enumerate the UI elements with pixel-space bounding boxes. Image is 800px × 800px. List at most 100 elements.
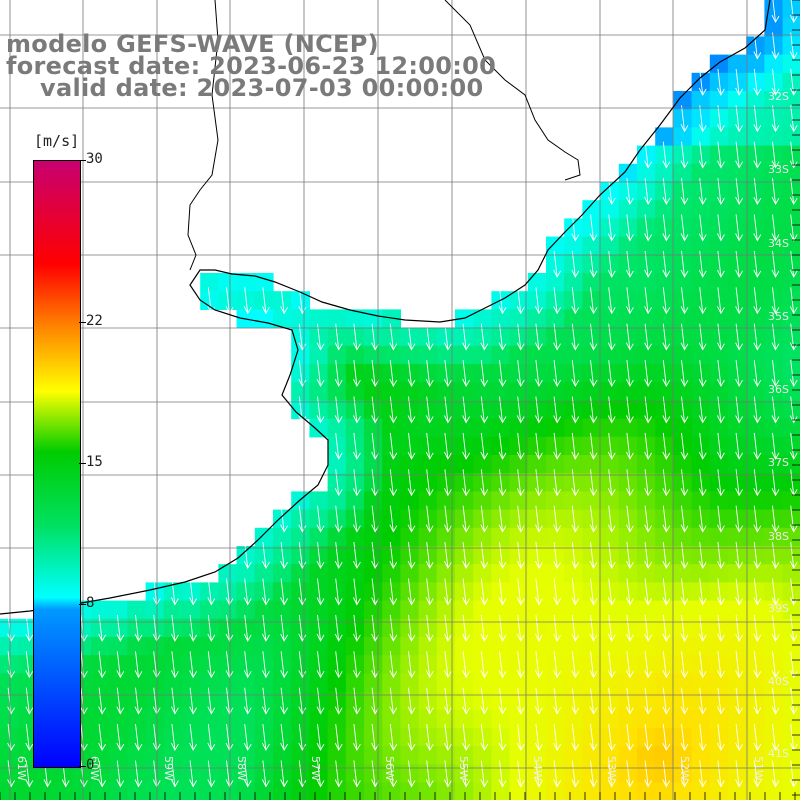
wind-cell	[327, 309, 347, 329]
wind-cell	[400, 673, 420, 693]
wind-cell	[691, 782, 711, 800]
wind-cell	[637, 491, 656, 511]
wind-cell	[163, 709, 183, 729]
wind-cell	[455, 782, 474, 800]
wind-arrow	[589, 651, 598, 679]
wind-cell	[491, 418, 511, 438]
wind-arrow	[716, 760, 725, 788]
wind-arrow	[334, 651, 343, 679]
wind-arrow	[625, 578, 634, 606]
wind-arrow	[571, 396, 580, 424]
wind-cell	[236, 564, 256, 583]
wind-arrow	[662, 396, 671, 424]
wind-cell	[600, 564, 620, 583]
wind-cell	[764, 782, 784, 800]
wind-cell	[782, 418, 800, 438]
wind-cell	[600, 600, 620, 620]
wind-cell	[546, 491, 565, 511]
wind-arrow	[389, 578, 398, 606]
wind-cell	[327, 455, 347, 474]
wind-cell	[491, 491, 511, 511]
wind-cell	[691, 236, 711, 256]
wind-cell	[764, 564, 784, 583]
longitude-label: 60W	[88, 756, 101, 781]
wind-arrow	[443, 505, 452, 533]
wind-cell	[746, 382, 765, 401]
wind-cell	[91, 600, 110, 620]
wind-cell	[145, 709, 165, 729]
wind-arrow	[425, 542, 434, 570]
wind-cell	[436, 709, 456, 729]
wind-cell	[728, 673, 747, 693]
wind-cell	[655, 527, 674, 547]
wind-cell	[600, 637, 620, 656]
wind-arrow	[753, 178, 762, 206]
wind-cell	[18, 709, 37, 729]
wind-cell	[728, 382, 747, 401]
wind-cell	[327, 782, 347, 800]
wind-cell	[400, 746, 420, 765]
wind-cell	[582, 600, 602, 620]
wind-cell	[709, 673, 729, 693]
wind-cell	[291, 746, 310, 765]
wind-cell	[345, 746, 365, 765]
wind-cell	[655, 345, 674, 365]
wind-arrow	[516, 760, 525, 788]
wind-cell	[673, 673, 693, 693]
wind-arrow	[425, 578, 434, 606]
wind-arrow	[644, 214, 652, 242]
wind-cell	[546, 309, 565, 329]
wind-arrow	[371, 542, 379, 570]
wind-arrow	[407, 360, 416, 388]
wind-arrow	[516, 614, 525, 642]
wind-arrow	[207, 578, 216, 606]
wind-arrow	[462, 360, 470, 388]
wind-arrow	[480, 542, 489, 570]
wind-cell	[382, 527, 401, 547]
wind-cell	[673, 746, 693, 765]
wind-cell	[746, 746, 765, 765]
wind-cell	[782, 709, 800, 729]
wind-arrow	[753, 432, 762, 460]
wind-arrow	[316, 505, 325, 533]
wind-cell	[746, 491, 765, 511]
wind-arrow	[789, 614, 798, 642]
wind-cell	[309, 709, 329, 729]
wind-cell	[618, 527, 638, 547]
wind-cell	[473, 600, 492, 620]
wind-cell	[782, 291, 800, 310]
wind-cell	[618, 273, 638, 292]
wind-cell	[400, 637, 420, 656]
wind-cell	[600, 491, 620, 511]
wind-arrow	[352, 542, 361, 570]
wind-cell	[673, 382, 693, 401]
wind-arrow	[753, 469, 762, 497]
wind-cell	[364, 418, 383, 438]
wind-cell	[600, 200, 620, 219]
wind-arrow	[698, 578, 707, 606]
wind-cell	[527, 637, 547, 656]
wind-arrow	[443, 760, 452, 788]
wind-cell	[18, 782, 37, 800]
wind-cell	[764, 673, 784, 693]
wind-cell	[455, 491, 474, 511]
wind-cell	[673, 236, 693, 256]
wind-arrow	[716, 105, 725, 133]
wind-arrow	[25, 687, 34, 715]
wind-cell	[145, 637, 165, 656]
wind-cell	[527, 491, 547, 511]
wind-arrow	[389, 396, 398, 424]
wind-cell	[728, 273, 747, 292]
wind-cell	[782, 182, 800, 201]
wind-cell	[728, 600, 747, 620]
wind-arrow	[662, 287, 671, 315]
wind-cell	[418, 637, 438, 656]
wind-arrow	[225, 287, 234, 315]
wind-cell	[600, 782, 620, 800]
wind-cell	[709, 273, 729, 292]
wind-cell	[309, 782, 329, 800]
wind-arrow	[680, 214, 689, 242]
wind-arrow	[243, 578, 252, 606]
wind-cell	[236, 637, 256, 656]
wind-arrow	[443, 724, 452, 752]
